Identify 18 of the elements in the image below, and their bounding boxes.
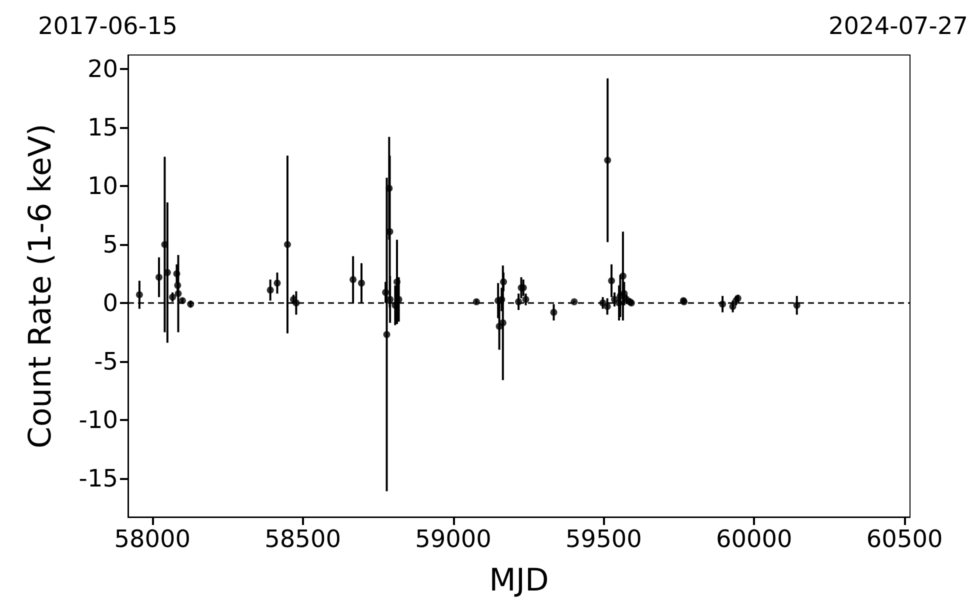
y-tick-label: 0	[102, 288, 118, 317]
x-axis-title: MJD	[489, 562, 549, 598]
y-tick-label: 10	[87, 172, 118, 200]
y-axis-title: Count Rate (1-6 keV)	[22, 124, 58, 448]
y-tick-label: 5	[102, 230, 118, 258]
x-tick-label: 58000	[114, 525, 191, 553]
text: 2017-06-15	[38, 12, 178, 40]
x-tick-label: 59000	[415, 525, 492, 553]
y-tick-label: -15	[78, 464, 118, 492]
text: 2024-07-27	[828, 12, 968, 40]
y-tick-label: 15	[87, 114, 118, 142]
y-tick-label: -10	[78, 406, 118, 434]
x-tick-label: 60500	[866, 525, 943, 553]
x-tick-label: 58500	[264, 525, 341, 553]
x-tick-label: 60000	[716, 525, 792, 553]
x-tick-label: 59500	[566, 525, 642, 553]
y-tick-label: 20	[87, 55, 118, 84]
y-tick-label: -5	[94, 347, 118, 376]
